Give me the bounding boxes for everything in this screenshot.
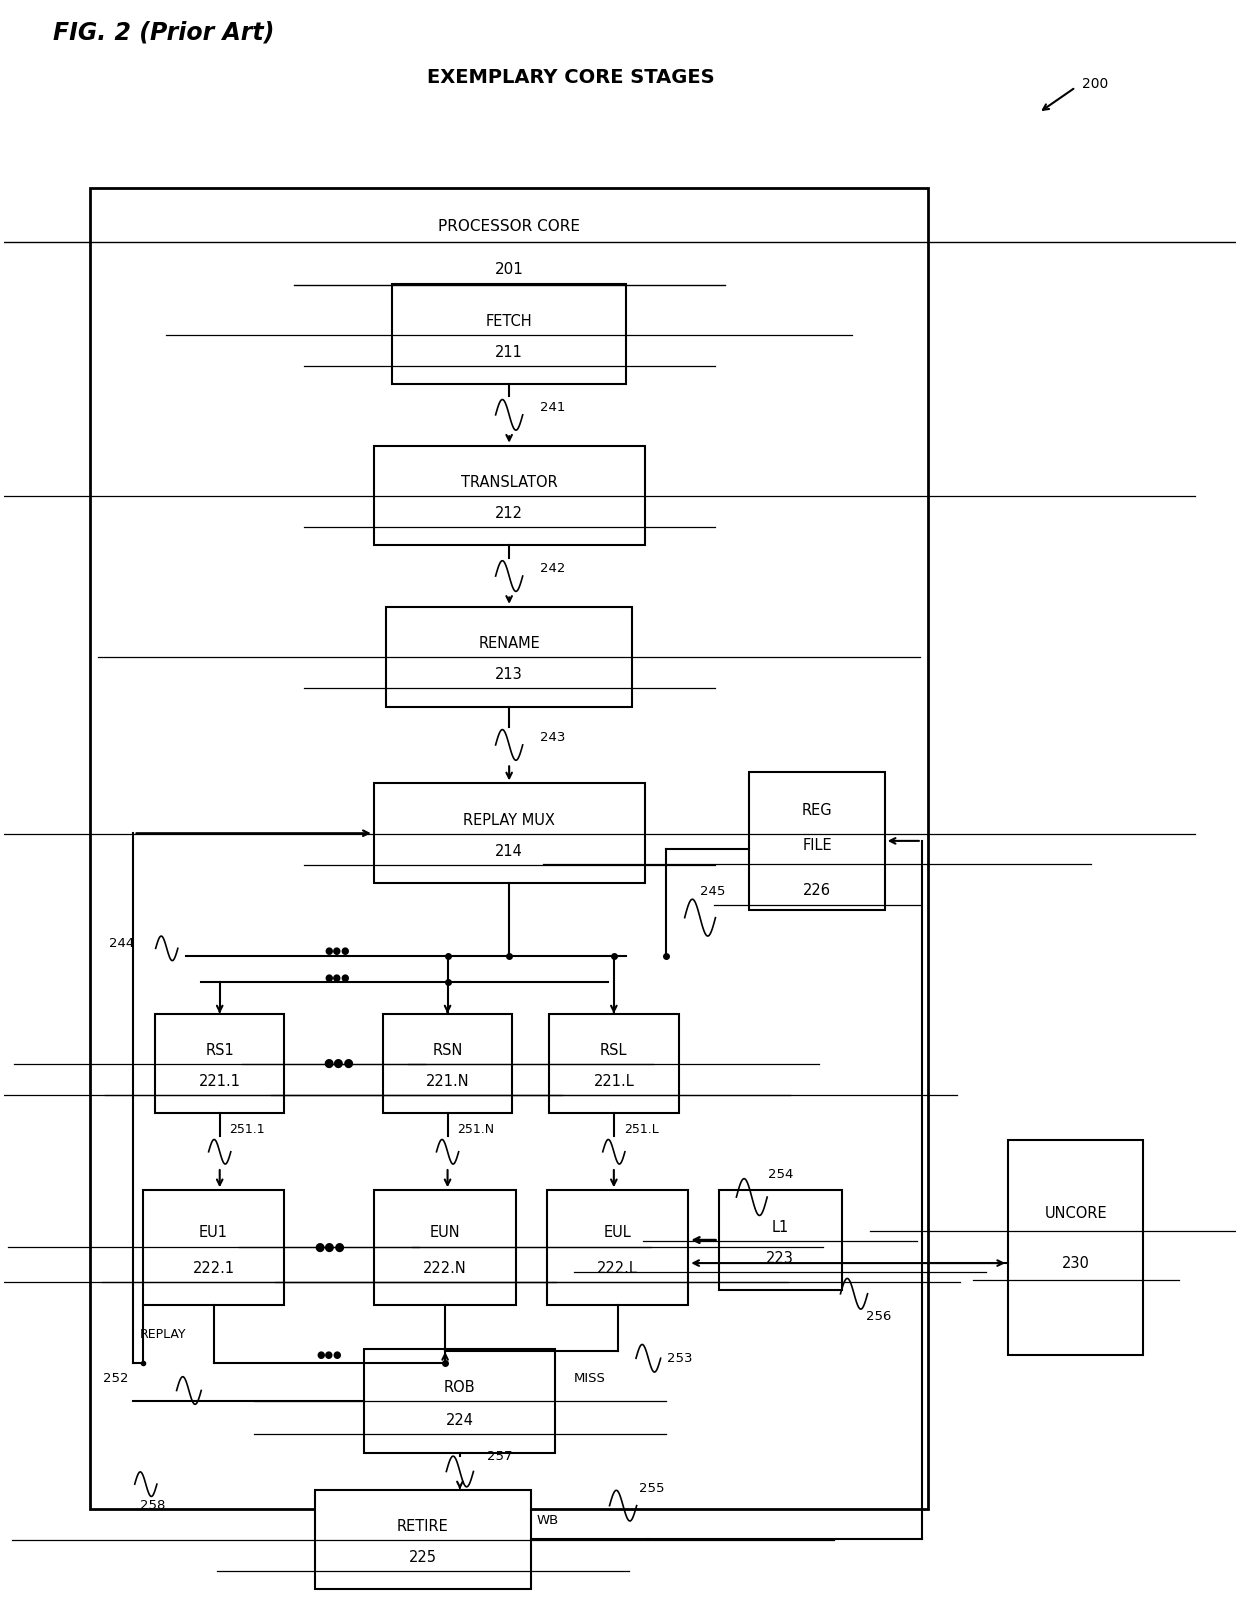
Text: 243: 243 (539, 730, 565, 743)
Text: EUN: EUN (430, 1225, 460, 1241)
Bar (749, 772, 885, 910)
Text: 226: 226 (804, 883, 831, 897)
Text: 214: 214 (495, 844, 523, 859)
Text: RSN: RSN (433, 1043, 463, 1058)
Text: TRANSLATOR: TRANSLATOR (461, 475, 558, 490)
Text: 224: 224 (446, 1412, 474, 1427)
Text: 211: 211 (495, 345, 523, 360)
Text: 255: 255 (639, 1483, 665, 1496)
Bar (374, 1191, 516, 1305)
Text: PROCESSOR CORE: PROCESSOR CORE (438, 220, 580, 234)
Text: REG: REG (802, 802, 832, 817)
Text: 222.L: 222.L (598, 1262, 637, 1276)
Text: 254: 254 (768, 1167, 794, 1181)
Text: 212: 212 (495, 506, 523, 522)
Text: FILE: FILE (802, 838, 832, 852)
Text: L1: L1 (771, 1220, 789, 1234)
Bar (383, 1014, 512, 1114)
Text: ●●●: ●●● (324, 973, 350, 982)
Text: 213: 213 (495, 668, 523, 682)
Text: ●●●: ●●● (314, 1241, 345, 1254)
Text: MISS: MISS (573, 1372, 605, 1385)
Bar (549, 1014, 678, 1114)
Text: 241: 241 (539, 401, 565, 414)
Text: REPLAY: REPLAY (140, 1329, 186, 1342)
Bar (1008, 1140, 1143, 1355)
Bar (547, 1191, 688, 1305)
Text: 244: 244 (109, 937, 134, 950)
Text: 251.L: 251.L (624, 1122, 658, 1136)
Text: RS1: RS1 (206, 1043, 234, 1058)
Text: REPLAY MUX: REPLAY MUX (464, 812, 556, 828)
Text: 251.1: 251.1 (229, 1122, 265, 1136)
Bar (365, 1350, 556, 1454)
Text: 225: 225 (409, 1550, 436, 1565)
Bar (143, 1191, 284, 1305)
Bar (718, 1191, 842, 1290)
Text: 221.1: 221.1 (198, 1074, 241, 1088)
Text: ●●●: ●●● (316, 1350, 342, 1359)
Text: 230: 230 (1061, 1255, 1090, 1271)
Bar (91, 188, 928, 1509)
Text: UNCORE: UNCORE (1044, 1207, 1107, 1221)
Text: ●●●: ●●● (324, 947, 350, 957)
Text: WB: WB (537, 1515, 559, 1528)
Text: ROB: ROB (444, 1380, 476, 1395)
Text: 257: 257 (487, 1449, 512, 1462)
Text: 256: 256 (867, 1310, 892, 1323)
Text: 253: 253 (667, 1351, 692, 1364)
Text: 252: 252 (103, 1372, 128, 1385)
Bar (155, 1014, 284, 1114)
Text: 221.N: 221.N (425, 1074, 470, 1088)
Text: 200: 200 (1081, 77, 1109, 91)
Bar (373, 446, 645, 546)
Bar (315, 1489, 531, 1589)
Bar (373, 783, 645, 883)
Text: FIG. 2 (Prior Art): FIG. 2 (Prior Art) (53, 21, 275, 43)
Bar (392, 284, 626, 384)
Text: 201: 201 (495, 262, 523, 278)
Text: RETIRE: RETIRE (397, 1518, 449, 1534)
Text: 251.N: 251.N (458, 1122, 495, 1136)
Text: RSL: RSL (600, 1043, 627, 1058)
Text: ●●●: ●●● (324, 1058, 355, 1071)
Text: EXEMPLARY CORE STAGES: EXEMPLARY CORE STAGES (427, 67, 714, 87)
Text: FETCH: FETCH (486, 313, 532, 329)
Text: RENAME: RENAME (479, 636, 541, 652)
Text: 242: 242 (539, 562, 565, 575)
Text: EUL: EUL (604, 1225, 631, 1241)
Text: EU1: EU1 (200, 1225, 228, 1241)
Text: 245: 245 (701, 884, 725, 899)
Text: 221.L: 221.L (594, 1074, 634, 1088)
Bar (386, 607, 632, 706)
Text: 258: 258 (140, 1499, 165, 1512)
Text: 222.1: 222.1 (192, 1262, 234, 1276)
Text: 223: 223 (766, 1250, 794, 1265)
Text: 222.N: 222.N (423, 1262, 467, 1276)
